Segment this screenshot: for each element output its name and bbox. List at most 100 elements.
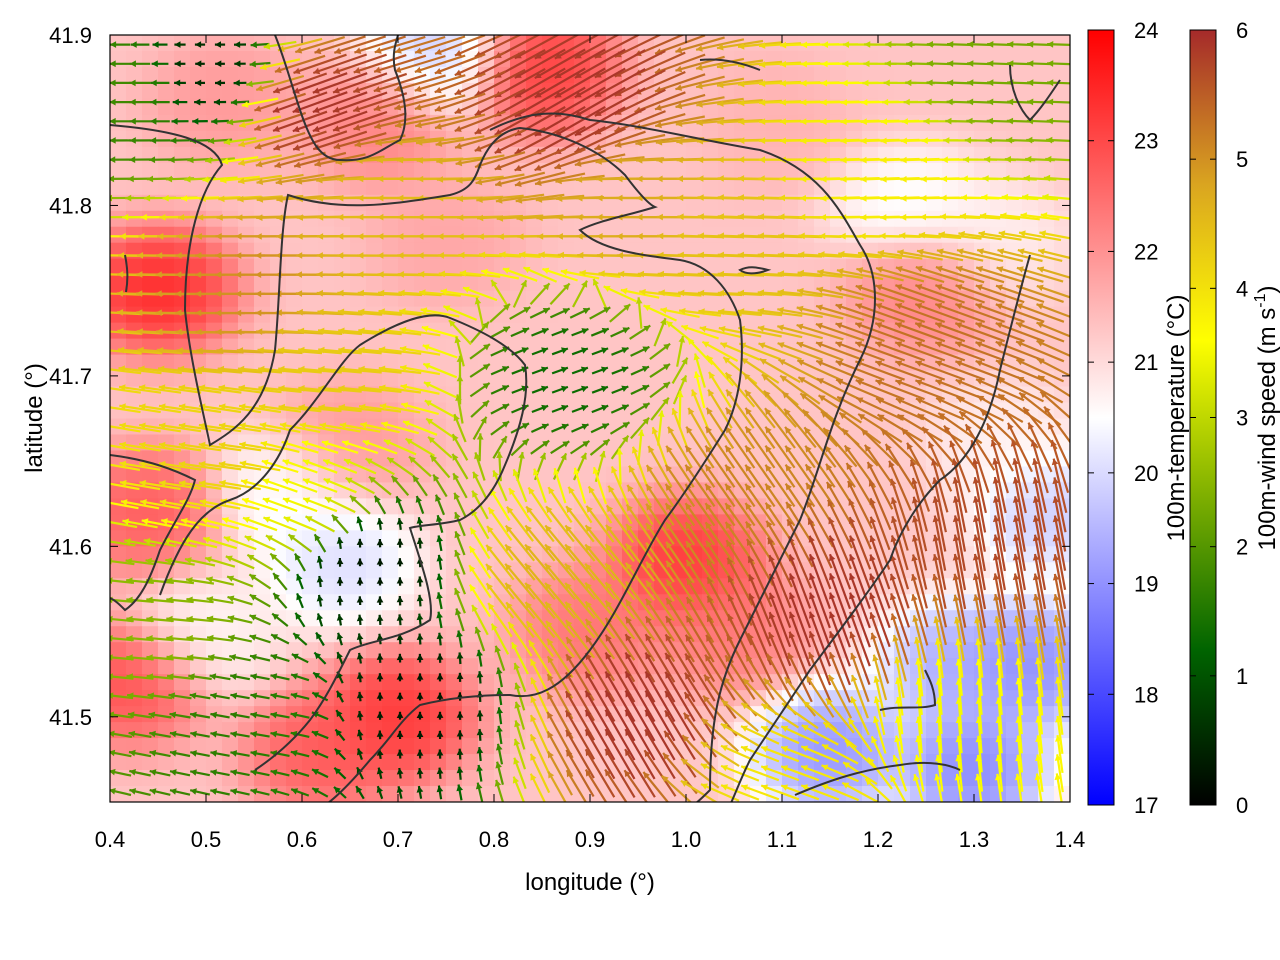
heatmap-cell [574,178,591,196]
heatmap-cell [830,450,847,468]
heatmap-cell [206,786,223,802]
heatmap-cell [334,450,351,468]
heatmap-cell [222,226,239,244]
heatmap-cell [350,178,367,196]
heatmap-cell [366,226,383,244]
heatmap-cell [462,674,479,691]
heatmap-cell [702,690,719,707]
heatmap-cell [414,162,431,180]
wind-vector [695,77,745,90]
heatmap-cell [590,290,607,308]
wind-vector [434,92,486,112]
heatmap-cell [126,306,143,324]
heatmap-cell [766,162,783,180]
wind-vector [454,51,506,77]
wind-vector [215,60,225,68]
heatmap-cell [430,578,447,595]
wind-vector [214,79,226,87]
heatmap-cell [222,274,239,292]
heatmap-cell [974,210,991,228]
heatmap-cell [526,594,543,611]
heatmap-cell [126,738,143,755]
wind-vector [110,41,131,48]
heatmap-cell [542,178,559,196]
wind-vector [234,60,246,68]
colorbar-tick-label: 4 [1236,276,1248,301]
heatmap-cell [430,658,447,675]
heatmap-cell [1022,66,1039,84]
heatmap-cell [190,610,207,627]
heatmap-cell [318,658,335,675]
heatmap-cell [286,306,303,324]
heatmap-cell [798,210,815,228]
heatmap-cell [1054,66,1070,84]
heatmap-cell [142,66,159,84]
heatmap-cell [286,258,303,276]
heatmap-cell [366,546,383,563]
heatmap-cell [366,162,383,180]
heatmap-cell [350,466,367,484]
heatmap-cell [638,178,655,196]
heatmap-cell [190,562,207,579]
heatmap-cell [670,738,687,755]
heatmap-cell [302,626,319,643]
heatmap-cell [702,370,719,388]
heatmap-cell [830,274,847,292]
heatmap-cell [542,450,559,468]
heatmap-cell [942,386,959,404]
heatmap-cell [798,66,815,84]
heatmap-cell [606,178,623,196]
heatmap-cell [526,322,543,340]
heatmap-cell [366,690,383,707]
heatmap-cell [942,178,959,196]
heatmap-cell [206,226,223,244]
heatmap-cell [110,690,127,707]
wind-vector [574,48,626,79]
heatmap-cell [894,50,911,68]
heatmap-cell [766,66,783,84]
wind-vector [249,60,271,68]
heatmap-cell [894,290,911,308]
heatmap-cell [1022,82,1039,100]
heatmap-cell [110,162,127,180]
heatmap-cell [318,626,335,643]
heatmap-cell [478,114,495,132]
heatmap-cell [334,274,351,292]
heatmap-cell [462,626,479,643]
heatmap-cell [126,210,143,228]
heatmap-cell [174,114,191,132]
heatmap-cell [846,626,863,643]
heatmap-cell [942,658,959,675]
heatmap-cell [334,482,351,499]
heatmap-cell [894,66,911,84]
heatmap-cell [750,338,767,356]
heatmap-cell [158,114,175,132]
heatmap-cell [750,210,767,228]
heatmap-cell [190,66,207,84]
heatmap-cell [542,658,559,675]
heatmap-cell [830,82,847,100]
heatmap-cell [190,658,207,675]
heatmap-cell [462,402,479,420]
heatmap-cell [910,210,927,228]
heatmap-cell [430,562,447,579]
heatmap-cell [686,210,703,228]
heatmap-cell [750,674,767,691]
wind-vector [277,37,323,52]
wind-vector [110,79,131,87]
heatmap-cell [990,146,1007,164]
heatmap-cell [862,162,879,180]
wind-vector [594,87,646,117]
heatmap-cell [830,434,847,452]
wind-vector [129,60,151,68]
heatmap-cell [366,354,383,372]
heatmap-cell [398,754,415,771]
heatmap-cell [430,722,447,739]
heatmap-cell [974,82,991,100]
heatmap-cell [382,770,399,787]
heatmap-cell [350,658,367,675]
heatmap-cell [974,66,991,84]
heatmap-cell [686,706,703,723]
heatmap-cell [110,130,127,148]
heatmap-cell [446,210,463,228]
